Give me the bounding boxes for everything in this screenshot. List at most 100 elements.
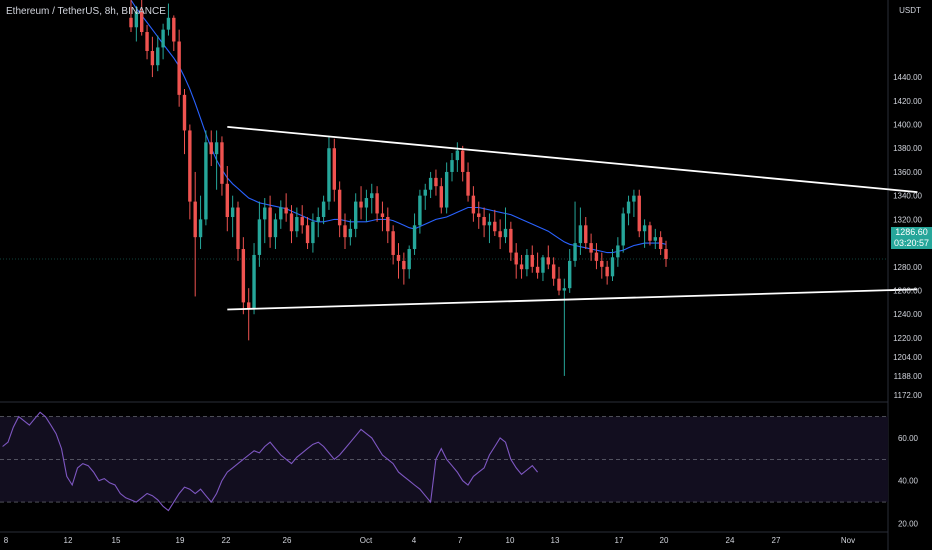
candle[interactable] [375, 186, 379, 222]
candle[interactable] [530, 245, 534, 273]
candle[interactable] [321, 195, 326, 225]
candle[interactable] [279, 200, 283, 229]
candle[interactable] [134, 5, 139, 42]
candle[interactable] [514, 243, 518, 279]
candle[interactable] [343, 213, 347, 250]
candle[interactable] [209, 130, 213, 167]
candle[interactable] [626, 195, 631, 226]
candle[interactable] [525, 249, 529, 277]
candle[interactable] [557, 266, 561, 296]
candle[interactable] [450, 152, 454, 182]
candle[interactable] [359, 186, 363, 220]
candle[interactable] [637, 189, 641, 238]
candle[interactable] [428, 171, 433, 199]
candle[interactable] [444, 162, 449, 214]
candle[interactable] [412, 213, 417, 255]
candle[interactable] [364, 189, 369, 222]
candle[interactable] [236, 201, 240, 261]
candle[interactable] [177, 29, 181, 107]
candle[interactable] [610, 249, 615, 282]
candle[interactable] [439, 177, 443, 214]
candle[interactable] [284, 193, 288, 222]
candle[interactable] [423, 183, 427, 210]
candle[interactable] [247, 288, 251, 341]
candle[interactable] [257, 201, 262, 267]
candle[interactable] [546, 245, 550, 270]
candle[interactable] [327, 136, 331, 210]
candle[interactable] [289, 205, 294, 244]
candle[interactable] [380, 201, 385, 232]
candle[interactable] [332, 138, 336, 202]
candle[interactable] [541, 254, 545, 282]
candle[interactable] [407, 245, 411, 279]
candle[interactable] [225, 166, 229, 232]
trendline-lower[interactable] [227, 288, 918, 311]
candle[interactable] [214, 130, 219, 190]
candle[interactable] [252, 243, 256, 315]
candle[interactable] [263, 198, 267, 244]
candle[interactable] [295, 207, 299, 238]
candle[interactable] [150, 36, 155, 78]
candle[interactable] [664, 240, 668, 267]
candle[interactable] [434, 169, 438, 196]
candle[interactable] [461, 145, 465, 182]
candle[interactable] [519, 254, 524, 279]
candle[interactable] [337, 181, 342, 238]
trendlines[interactable] [227, 125, 918, 311]
candle[interactable] [642, 219, 647, 248]
candle[interactable] [616, 237, 620, 267]
candle[interactable] [600, 252, 604, 279]
candle[interactable] [316, 207, 320, 238]
candle[interactable] [594, 243, 599, 270]
candle[interactable] [466, 162, 470, 202]
candle[interactable] [311, 213, 315, 253]
candle[interactable] [391, 225, 395, 265]
candle[interactable] [140, 0, 144, 36]
candle[interactable] [482, 207, 486, 238]
candle[interactable] [584, 217, 588, 250]
candle[interactable] [129, 0, 133, 33]
candle[interactable] [396, 243, 401, 279]
candles[interactable] [129, 0, 668, 376]
candle[interactable] [589, 233, 593, 261]
candle[interactable] [348, 219, 353, 246]
candle[interactable] [621, 207, 625, 253]
candle[interactable] [370, 183, 374, 214]
candle[interactable] [300, 205, 304, 234]
candle[interactable] [503, 207, 508, 244]
candle[interactable] [193, 171, 197, 297]
candle[interactable] [204, 130, 208, 226]
candle[interactable] [172, 15, 176, 51]
candle[interactable] [551, 257, 556, 286]
candle[interactable] [166, 3, 171, 36]
candle[interactable] [498, 219, 502, 250]
candle[interactable] [455, 142, 460, 172]
candle[interactable] [653, 228, 657, 250]
candle[interactable] [648, 221, 652, 246]
candle[interactable] [386, 207, 390, 244]
candle[interactable] [605, 260, 609, 285]
candle[interactable] [493, 209, 497, 236]
candle[interactable] [230, 195, 235, 238]
candle[interactable] [487, 213, 492, 244]
candle[interactable] [268, 195, 272, 248]
candle[interactable] [535, 252, 540, 279]
time-axis[interactable]: 8 12 15 19 22 26 Oct 4 7 10 13 17 20 24 27 Nov [4, 536, 855, 545]
candle[interactable] [198, 195, 203, 250]
candle[interactable] [145, 24, 149, 60]
candle[interactable] [273, 213, 278, 250]
candle[interactable] [477, 201, 481, 229]
candle[interactable] [241, 237, 246, 315]
candle[interactable] [568, 249, 572, 293]
candle[interactable] [182, 88, 187, 155]
candle[interactable] [354, 193, 358, 238]
candle[interactable] [509, 221, 513, 261]
candle[interactable] [658, 231, 663, 255]
candle[interactable] [573, 201, 577, 267]
trendline-upper[interactable] [227, 125, 918, 194]
candle[interactable] [161, 23, 165, 60]
candle[interactable] [418, 189, 422, 234]
candle[interactable] [578, 207, 583, 255]
candle[interactable] [402, 252, 406, 285]
